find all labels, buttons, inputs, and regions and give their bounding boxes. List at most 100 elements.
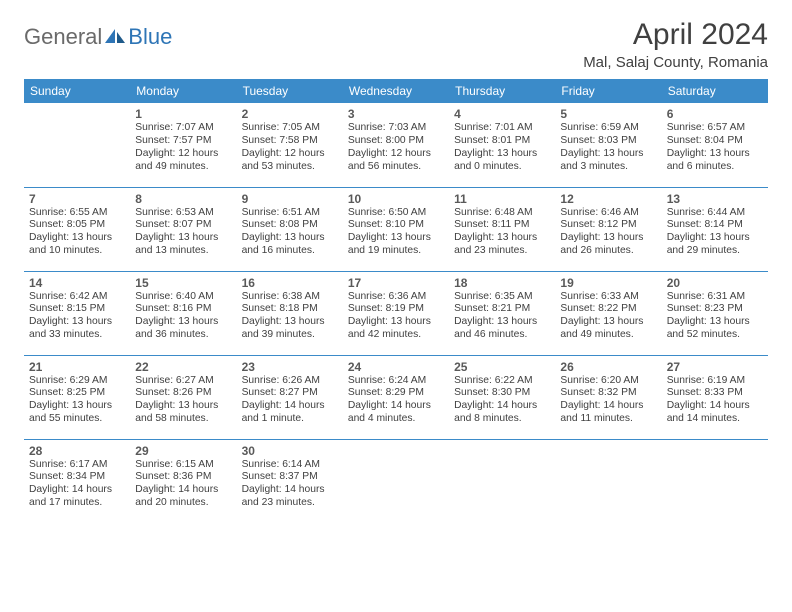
day-number: 29 — [135, 444, 231, 458]
sunset-line: Sunset: 8:18 PM — [242, 303, 338, 316]
day-cell: 8Sunrise: 6:53 AMSunset: 8:07 PMDaylight… — [130, 187, 236, 271]
day-number: 18 — [454, 276, 550, 290]
day-number: 26 — [560, 360, 656, 374]
daylight-line: Daylight: 14 hours and 14 minutes. — [667, 400, 763, 426]
empty-cell — [662, 439, 768, 523]
day-number: 30 — [242, 444, 338, 458]
weekday-header: Monday — [130, 79, 236, 103]
sunrise-line: Sunrise: 6:33 AM — [560, 291, 656, 304]
daylight-line: Daylight: 13 hours and 16 minutes. — [242, 232, 338, 258]
day-number: 9 — [242, 192, 338, 206]
calendar-row: 28Sunrise: 6:17 AMSunset: 8:34 PMDayligh… — [24, 439, 768, 523]
day-number: 10 — [348, 192, 444, 206]
sunset-line: Sunset: 8:19 PM — [348, 303, 444, 316]
calendar-body: 1Sunrise: 7:07 AMSunset: 7:57 PMDaylight… — [24, 103, 768, 523]
sunset-line: Sunset: 8:07 PM — [135, 219, 231, 232]
daylight-line: Daylight: 13 hours and 13 minutes. — [135, 232, 231, 258]
daylight-line: Daylight: 13 hours and 55 minutes. — [29, 400, 125, 426]
sunset-line: Sunset: 8:37 PM — [242, 471, 338, 484]
sunrise-line: Sunrise: 6:46 AM — [560, 207, 656, 220]
day-cell: 23Sunrise: 6:26 AMSunset: 8:27 PMDayligh… — [237, 355, 343, 439]
sunset-line: Sunset: 8:00 PM — [348, 135, 444, 148]
sunrise-line: Sunrise: 6:17 AM — [29, 459, 125, 472]
daylight-line: Daylight: 12 hours and 53 minutes. — [242, 148, 338, 174]
day-cell: 14Sunrise: 6:42 AMSunset: 8:15 PMDayligh… — [24, 271, 130, 355]
sunrise-line: Sunrise: 6:24 AM — [348, 375, 444, 388]
sunrise-line: Sunrise: 6:57 AM — [667, 122, 763, 135]
day-number: 24 — [348, 360, 444, 374]
day-number: 2 — [242, 107, 338, 121]
calendar-row: 14Sunrise: 6:42 AMSunset: 8:15 PMDayligh… — [24, 271, 768, 355]
daylight-line: Daylight: 13 hours and 6 minutes. — [667, 148, 763, 174]
day-cell: 27Sunrise: 6:19 AMSunset: 8:33 PMDayligh… — [662, 355, 768, 439]
daylight-line: Daylight: 14 hours and 1 minute. — [242, 400, 338, 426]
day-number: 12 — [560, 192, 656, 206]
sunset-line: Sunset: 8:16 PM — [135, 303, 231, 316]
day-number: 13 — [667, 192, 763, 206]
sunset-line: Sunset: 8:11 PM — [454, 219, 550, 232]
sunrise-line: Sunrise: 6:50 AM — [348, 207, 444, 220]
day-number: 1 — [135, 107, 231, 121]
logo-text-general: General — [24, 24, 102, 50]
day-cell: 6Sunrise: 6:57 AMSunset: 8:04 PMDaylight… — [662, 103, 768, 187]
daylight-line: Daylight: 14 hours and 20 minutes. — [135, 484, 231, 510]
sunrise-line: Sunrise: 6:42 AM — [29, 291, 125, 304]
calendar-table: SundayMondayTuesdayWednesdayThursdayFrid… — [24, 79, 768, 523]
sunrise-line: Sunrise: 7:03 AM — [348, 122, 444, 135]
sunrise-line: Sunrise: 6:19 AM — [667, 375, 763, 388]
daylight-line: Daylight: 12 hours and 49 minutes. — [135, 148, 231, 174]
daylight-line: Daylight: 13 hours and 26 minutes. — [560, 232, 656, 258]
sunset-line: Sunset: 8:25 PM — [29, 387, 125, 400]
sunset-line: Sunset: 8:03 PM — [560, 135, 656, 148]
sunrise-line: Sunrise: 7:07 AM — [135, 122, 231, 135]
daylight-line: Daylight: 13 hours and 39 minutes. — [242, 316, 338, 342]
sunset-line: Sunset: 7:58 PM — [242, 135, 338, 148]
day-number: 25 — [454, 360, 550, 374]
day-cell: 4Sunrise: 7:01 AMSunset: 8:01 PMDaylight… — [449, 103, 555, 187]
day-number: 21 — [29, 360, 125, 374]
sunrise-line: Sunrise: 6:29 AM — [29, 375, 125, 388]
sunrise-line: Sunrise: 6:48 AM — [454, 207, 550, 220]
logo-text-blue: Blue — [128, 24, 172, 50]
sunrise-line: Sunrise: 6:26 AM — [242, 375, 338, 388]
sunrise-line: Sunrise: 6:31 AM — [667, 291, 763, 304]
daylight-line: Daylight: 14 hours and 23 minutes. — [242, 484, 338, 510]
day-number: 16 — [242, 276, 338, 290]
day-number: 23 — [242, 360, 338, 374]
daylight-line: Daylight: 13 hours and 36 minutes. — [135, 316, 231, 342]
sunrise-line: Sunrise: 6:40 AM — [135, 291, 231, 304]
day-cell: 9Sunrise: 6:51 AMSunset: 8:08 PMDaylight… — [237, 187, 343, 271]
day-cell: 7Sunrise: 6:55 AMSunset: 8:05 PMDaylight… — [24, 187, 130, 271]
calendar-row: 7Sunrise: 6:55 AMSunset: 8:05 PMDaylight… — [24, 187, 768, 271]
logo-sail-icon — [104, 28, 126, 46]
day-number: 8 — [135, 192, 231, 206]
empty-cell — [555, 439, 661, 523]
daylight-line: Daylight: 14 hours and 17 minutes. — [29, 484, 125, 510]
sunset-line: Sunset: 8:32 PM — [560, 387, 656, 400]
empty-cell — [24, 103, 130, 187]
day-cell: 12Sunrise: 6:46 AMSunset: 8:12 PMDayligh… — [555, 187, 661, 271]
day-number: 11 — [454, 192, 550, 206]
sunset-line: Sunset: 8:26 PM — [135, 387, 231, 400]
daylight-line: Daylight: 13 hours and 42 minutes. — [348, 316, 444, 342]
daylight-line: Daylight: 14 hours and 8 minutes. — [454, 400, 550, 426]
day-cell: 28Sunrise: 6:17 AMSunset: 8:34 PMDayligh… — [24, 439, 130, 523]
sunrise-line: Sunrise: 6:59 AM — [560, 122, 656, 135]
day-number: 7 — [29, 192, 125, 206]
day-number: 19 — [560, 276, 656, 290]
day-cell: 10Sunrise: 6:50 AMSunset: 8:10 PMDayligh… — [343, 187, 449, 271]
sunset-line: Sunset: 8:30 PM — [454, 387, 550, 400]
day-cell: 19Sunrise: 6:33 AMSunset: 8:22 PMDayligh… — [555, 271, 661, 355]
daylight-line: Daylight: 13 hours and 3 minutes. — [560, 148, 656, 174]
day-cell: 15Sunrise: 6:40 AMSunset: 8:16 PMDayligh… — [130, 271, 236, 355]
day-number: 22 — [135, 360, 231, 374]
daylight-line: Daylight: 13 hours and 46 minutes. — [454, 316, 550, 342]
daylight-line: Daylight: 13 hours and 49 minutes. — [560, 316, 656, 342]
day-cell: 24Sunrise: 6:24 AMSunset: 8:29 PMDayligh… — [343, 355, 449, 439]
logo: General Blue — [24, 18, 172, 50]
weekday-header: Thursday — [449, 79, 555, 103]
location-label: Mal, Salaj County, Romania — [583, 54, 768, 71]
sunrise-line: Sunrise: 6:35 AM — [454, 291, 550, 304]
day-cell: 2Sunrise: 7:05 AMSunset: 7:58 PMDaylight… — [237, 103, 343, 187]
sunset-line: Sunset: 8:21 PM — [454, 303, 550, 316]
